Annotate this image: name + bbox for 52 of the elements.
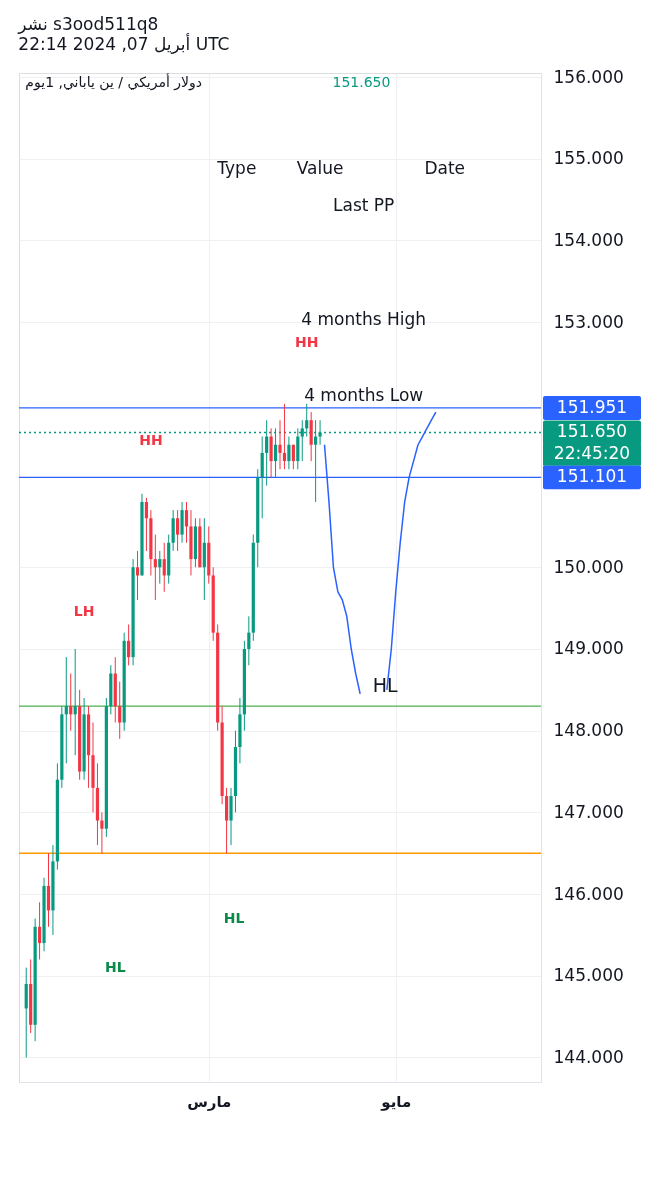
annotation: 4 months Low — [304, 384, 424, 405]
y-tick-label: 153.000 — [553, 311, 624, 332]
ref-line-label: 151.101 — [556, 466, 628, 487]
candlestick — [69, 673, 73, 732]
candlestick — [278, 419, 282, 470]
candlestick — [135, 550, 140, 601]
annotation: HH — [139, 431, 163, 448]
y-tick-label: 147.000 — [553, 801, 624, 822]
candlestick — [162, 542, 166, 593]
annotation: Type — [216, 157, 257, 178]
candlestick — [153, 534, 157, 601]
y-tick-label: 155.000 — [553, 148, 624, 169]
y-tick-label: 150.000 — [553, 556, 624, 577]
y-tick-label: 149.000 — [553, 638, 624, 659]
ref-line-label: 151.650 — [556, 421, 628, 442]
ref-line-label: 151.951 — [556, 396, 628, 417]
candlestick — [158, 550, 162, 585]
candlestick — [73, 648, 77, 756]
annotation: Last PP — [333, 195, 395, 216]
chart-title: نشر s3ood511q8 — [17, 14, 159, 35]
annotation: 151.650 — [332, 73, 391, 90]
candlestick — [144, 497, 149, 552]
candlestick — [287, 436, 291, 470]
x-tick-label: مايو — [380, 1092, 412, 1111]
candlestick — [184, 501, 189, 544]
y-tick-label: 148.000 — [553, 720, 624, 741]
annotation: 4 months High — [301, 308, 427, 329]
y-tick-label: 154.000 — [553, 229, 624, 250]
candlestick — [127, 623, 131, 666]
x-tick-label: مارس — [187, 1092, 232, 1111]
candlestick — [247, 615, 251, 666]
annotation: HH — [294, 333, 319, 350]
y-tick-label: 144.000 — [553, 1046, 624, 1067]
annotation: Value — [296, 157, 344, 178]
candlestick — [37, 901, 42, 960]
candlestick — [64, 656, 68, 764]
y-tick-label: 145.000 — [553, 965, 624, 986]
candlestick — [291, 444, 295, 470]
chart-subtitle: أبريل 07, 2024 22:14 UTC — [18, 33, 230, 55]
text: 22:45:20 — [553, 443, 631, 464]
candlestick — [282, 403, 287, 470]
annotation: HL — [223, 909, 245, 926]
y-tick-label: 146.000 — [553, 883, 624, 904]
y-tick-label: 156.000 — [553, 66, 624, 87]
annotation: LH — [73, 603, 95, 620]
annotation: HL — [104, 958, 126, 975]
candlestick — [100, 811, 104, 854]
candlestick — [118, 681, 122, 740]
annotation: Date — [424, 157, 466, 178]
candlestick — [176, 509, 180, 552]
annotation: دولار أمريكي / ين ياباني, 1يوم — [25, 72, 203, 91]
candlestick — [318, 419, 322, 446]
